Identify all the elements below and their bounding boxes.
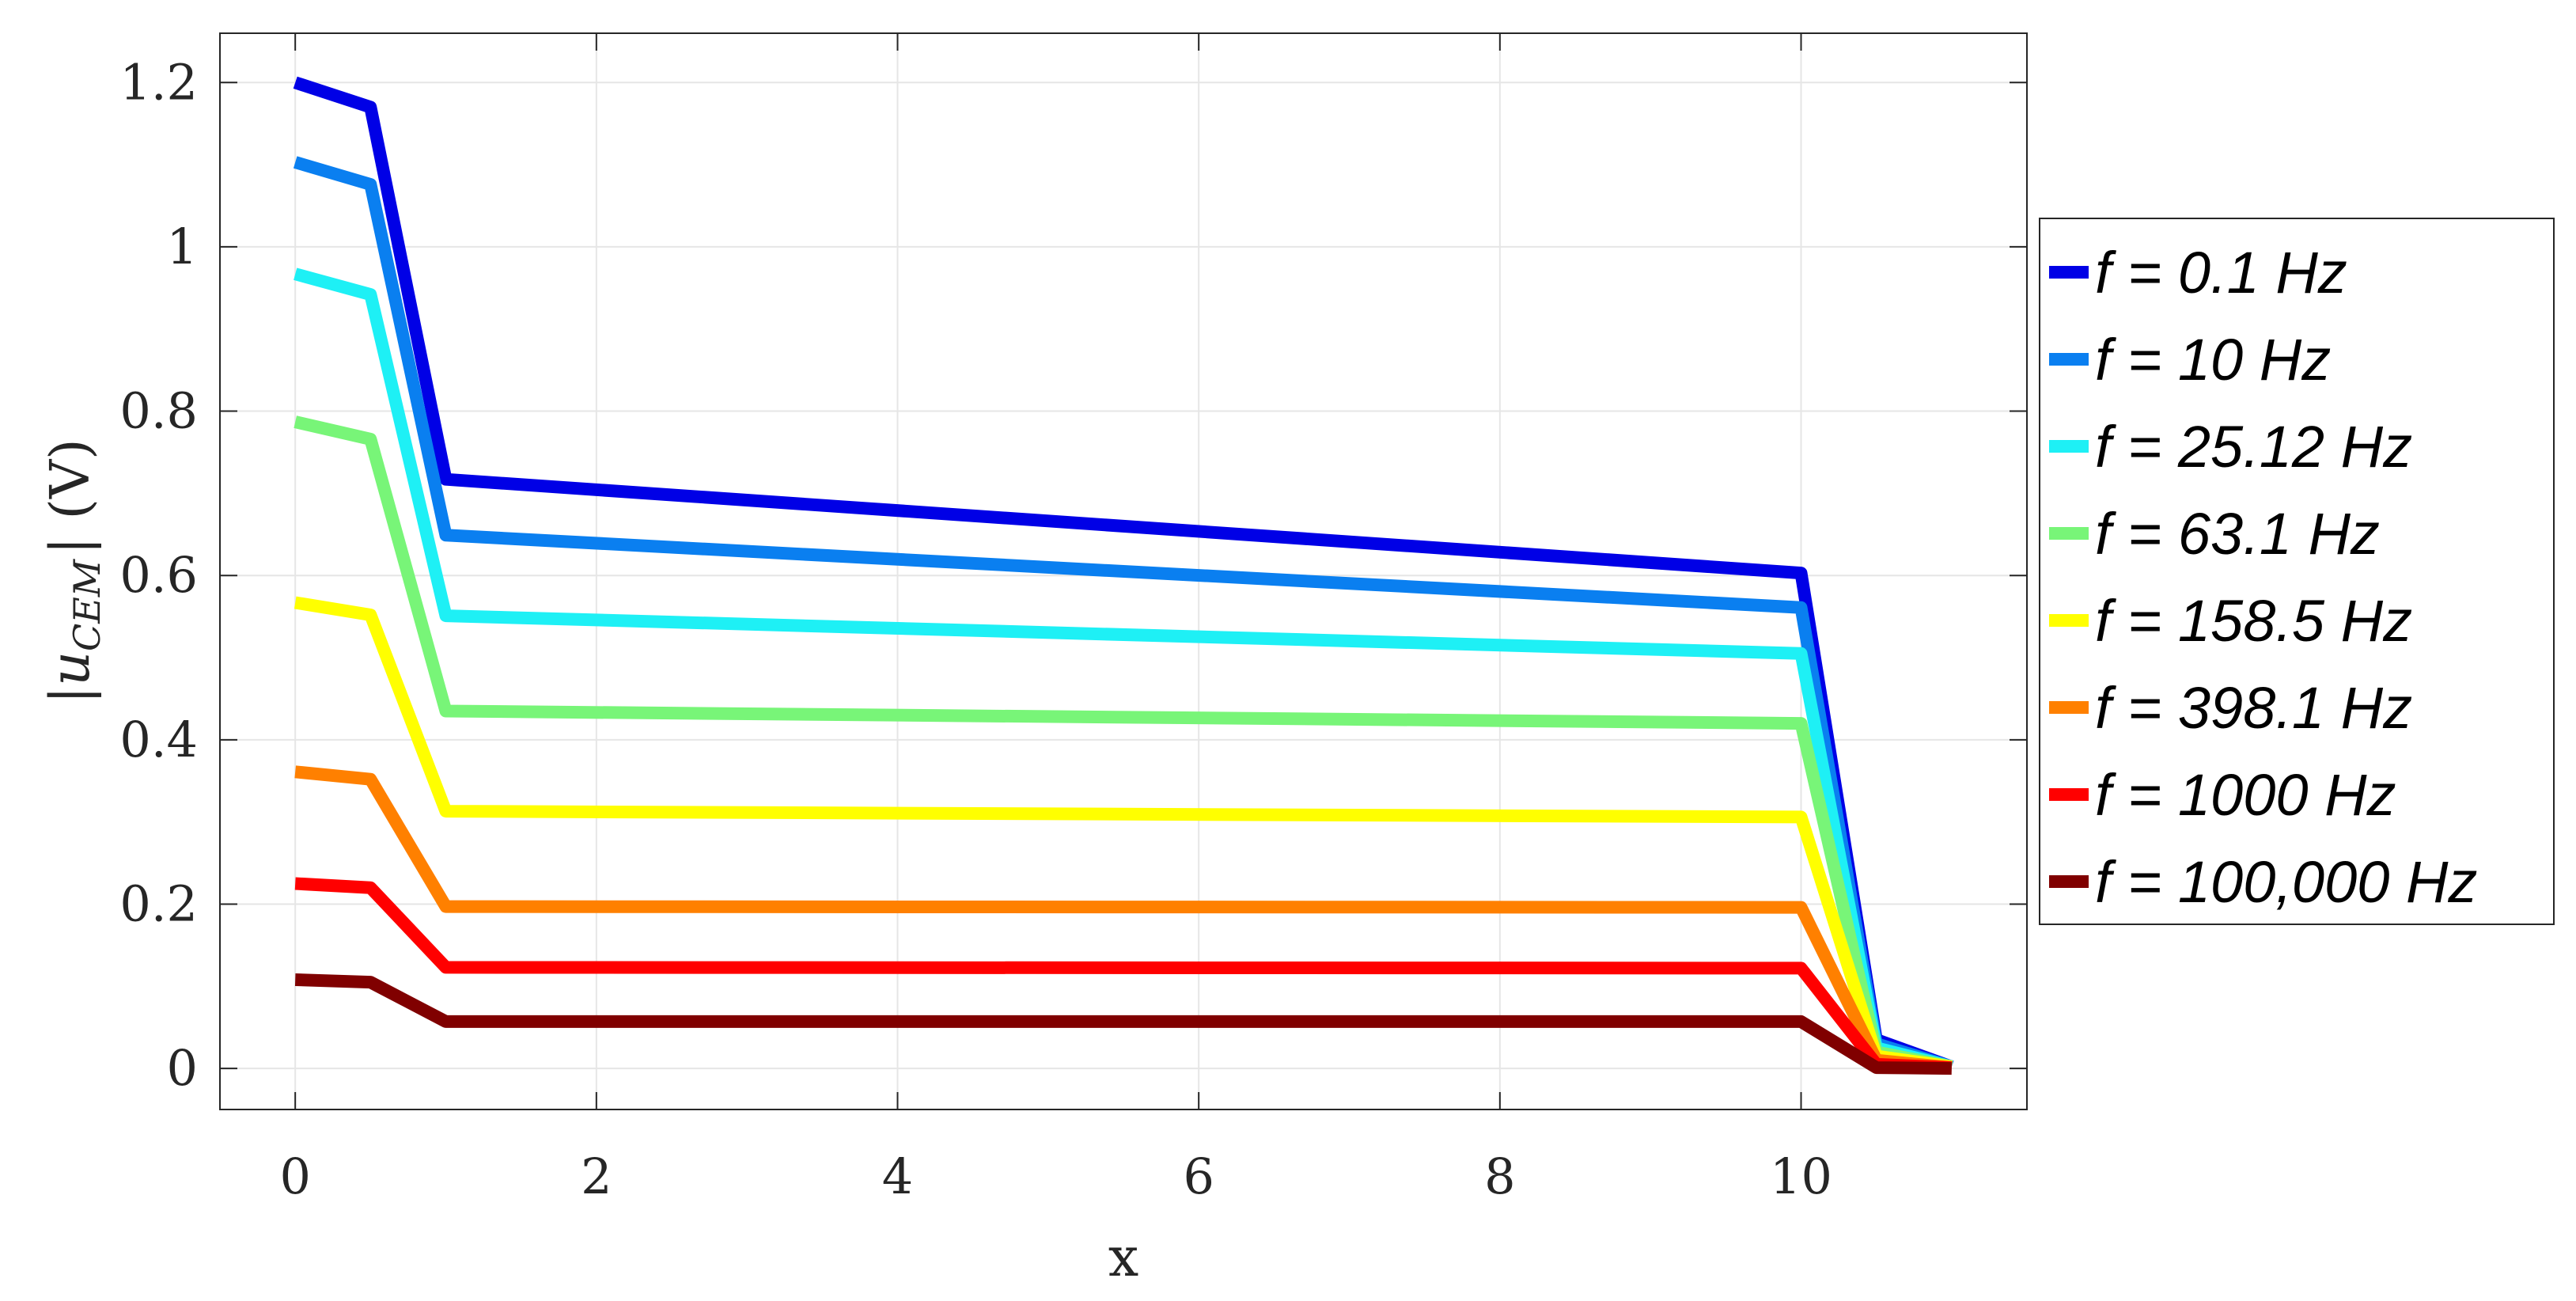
x-tick-label: 4: [882, 1147, 913, 1205]
y-axis-label-sub: CEM: [66, 558, 108, 651]
legend-item: f = 1000 Hz: [2049, 762, 2396, 828]
y-axis-label-open: |: [40, 686, 102, 704]
axis-ticks: [220, 33, 2027, 1109]
y-axis-label: |uCEM| (V): [40, 438, 108, 704]
legend-box: [2039, 218, 2555, 925]
legend-label: f = 0.1 Hz: [2095, 240, 2347, 305]
legend-item: f = 0.1 Hz: [2049, 240, 2347, 305]
x-tick-label: 2: [581, 1147, 612, 1205]
legend-item: f = 63.1 Hz: [2049, 501, 2380, 567]
x-axis-label: x: [1108, 1227, 1138, 1289]
tick-labels: 0 2 4 6 8 10 0 0.2 0.4 0.6 0.8 1 1.2: [119, 53, 1832, 1205]
legend-label: f = 158.5 Hz: [2095, 588, 2412, 654]
legend-label: f = 398.1 Hz: [2095, 675, 2412, 741]
x-tick-label: 0: [279, 1147, 310, 1205]
x-tick-label: 6: [1183, 1147, 1214, 1205]
x-tick-label: 8: [1484, 1147, 1515, 1205]
plot-frame: [219, 32, 2028, 1110]
legend-label: f = 100,000 Hz: [2095, 849, 2477, 915]
legend-label: f = 63.1 Hz: [2095, 501, 2380, 567]
y-tick-label: 1.2: [119, 53, 198, 111]
y-tick-label: 0.2: [119, 874, 198, 932]
y-axis-label-close: | (V): [40, 438, 102, 555]
legend-item: f = 100,000 Hz: [2049, 849, 2477, 915]
y-tick-label: 0: [167, 1039, 198, 1097]
legend-label: f = 25.12 Hz: [2095, 414, 2412, 480]
y-axis-label-main: u: [40, 651, 102, 686]
series-group: [293, 76, 1954, 1075]
legend-label: f = 1000 Hz: [2095, 762, 2396, 828]
series-line-8: [294, 973, 1952, 1075]
legend-item: f = 25.12 Hz: [2049, 414, 2412, 480]
y-tick-label: 0.8: [119, 382, 198, 440]
legend-items: f = 0.1 Hz f = 10 Hz f = 25.12 Hz f = 63.1 …: [2049, 240, 2477, 915]
y-tick-label: 0.4: [119, 711, 198, 768]
y-tick-label: 0.6: [119, 546, 198, 604]
legend-item: f = 398.1 Hz: [2049, 675, 2412, 741]
x-tick-label: 10: [1770, 1147, 1832, 1205]
y-tick-label: 1: [167, 218, 198, 275]
legend: f = 0.1 Hz f = 10 Hz f = 25.12 Hz f = 63.1 …: [2039, 218, 2555, 925]
legend-item: f = 10 Hz: [2049, 327, 2331, 393]
legend-label: f = 10 Hz: [2095, 327, 2331, 393]
legend-item: f = 158.5 Hz: [2049, 588, 2412, 654]
